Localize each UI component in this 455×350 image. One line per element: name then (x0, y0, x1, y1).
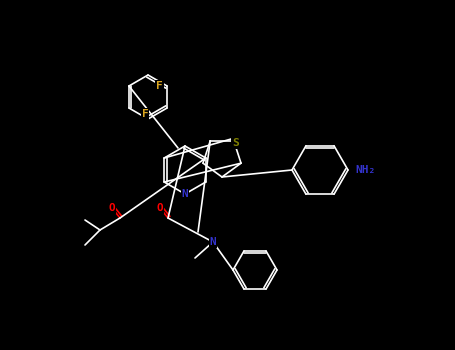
Text: N: N (182, 189, 188, 199)
Text: F: F (156, 81, 162, 91)
Text: F: F (142, 109, 148, 119)
Text: O: O (157, 203, 163, 213)
Text: NH₂: NH₂ (356, 165, 376, 175)
Text: N: N (210, 237, 217, 247)
Text: S: S (233, 138, 239, 148)
Text: O: O (109, 203, 116, 213)
